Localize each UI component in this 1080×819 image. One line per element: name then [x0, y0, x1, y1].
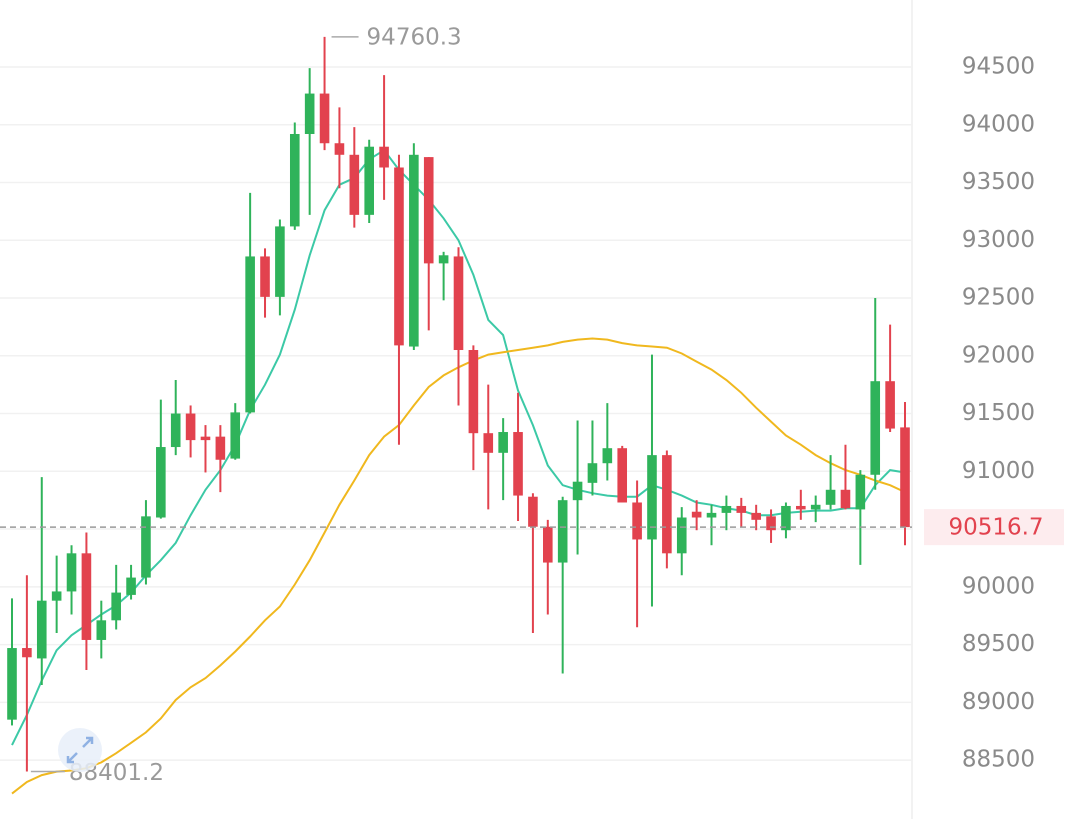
candle-body [409, 154, 419, 347]
y-tick-label: 90000 [962, 573, 1035, 599]
candle-body [349, 154, 360, 215]
candle-body [245, 256, 255, 413]
candle-body [275, 226, 285, 297]
candle-body [230, 412, 241, 459]
candle-body [379, 146, 389, 168]
candle-body [870, 381, 881, 475]
candle-body [557, 500, 568, 563]
candle-body [304, 93, 315, 134]
y-tick-label: 88500 [962, 747, 1035, 773]
price-label-bg [924, 509, 1064, 546]
candle-body [334, 143, 345, 155]
price-label: 90516.7 [948, 515, 1043, 541]
y-tick-label: 92500 [962, 285, 1035, 311]
candle-body [289, 133, 300, 227]
candle-body [766, 516, 776, 531]
candle-body [156, 447, 166, 518]
candle-body [900, 427, 910, 528]
candle-body [468, 350, 479, 434]
candle-body [7, 648, 17, 720]
grid [0, 66, 912, 761]
y-tick-label: 89500 [962, 631, 1035, 657]
y-tick-label: 92000 [962, 342, 1035, 368]
candle-body [453, 256, 464, 351]
y-tick-label: 94500 [962, 53, 1035, 79]
icon-arrows [66, 736, 94, 764]
candle-body [840, 489, 851, 509]
candle-body [617, 448, 628, 503]
expand-icon[interactable] [58, 728, 102, 772]
candle-body [36, 600, 47, 659]
y-tick-label: 93000 [962, 227, 1035, 253]
candle-body [200, 436, 211, 441]
candles [7, 36, 910, 772]
candle-body [185, 413, 196, 441]
candle-body [662, 455, 672, 554]
candle-body [483, 433, 494, 453]
candle-body [438, 255, 449, 264]
candle-body [528, 496, 538, 527]
candle-body [81, 553, 92, 640]
candle-body [796, 505, 806, 510]
candle-body [66, 553, 77, 592]
high-label: 94760.3 [367, 24, 462, 50]
candle-body [423, 157, 434, 264]
candle-body [543, 526, 553, 563]
candle-body [781, 505, 791, 531]
icon-bg [58, 728, 102, 772]
candle-body [810, 504, 821, 510]
y-tick-label: 89000 [962, 689, 1035, 715]
candle-body [647, 455, 657, 540]
candle-body [632, 502, 642, 540]
candle-body [676, 517, 687, 554]
candle-body [96, 620, 107, 640]
y-tick-label: 94000 [962, 111, 1035, 137]
candle-body [691, 511, 702, 518]
candle-body [885, 381, 895, 429]
y-tick-label: 93500 [962, 169, 1035, 195]
candle-body [111, 592, 121, 621]
candle-body [855, 474, 866, 510]
candle-body [319, 93, 330, 144]
candle-body [587, 463, 598, 483]
candle-body [498, 432, 508, 453]
candle-body [364, 146, 374, 215]
candle-body [141, 516, 151, 578]
candle-body [721, 505, 732, 513]
candle-body [170, 413, 181, 448]
candle-body [602, 448, 613, 464]
candle-body [126, 577, 136, 595]
candle-body [513, 432, 523, 496]
candle-body [706, 512, 717, 518]
candle-body [22, 648, 32, 658]
candle-body [825, 489, 836, 505]
candle-body [260, 256, 270, 297]
candle-body [572, 481, 583, 501]
candle-body [51, 591, 62, 601]
candle-body [394, 167, 404, 346]
candle-body [215, 436, 226, 460]
y-tick-label: 91000 [962, 458, 1035, 484]
candle-body [751, 512, 761, 520]
y-tick-label: 91500 [962, 400, 1035, 426]
candle-body [736, 505, 747, 513]
